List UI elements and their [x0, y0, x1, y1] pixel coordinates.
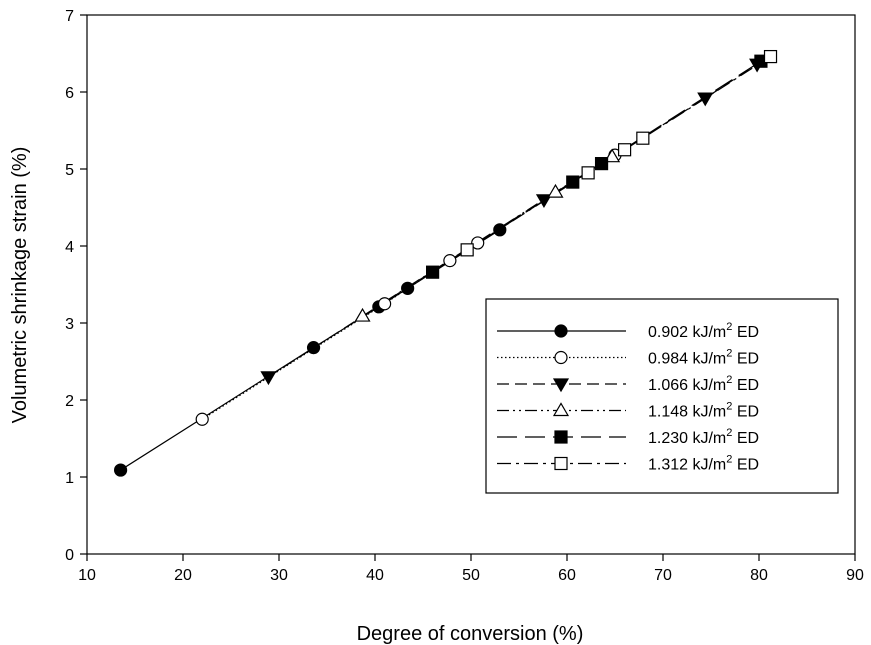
legend-marker [554, 324, 568, 338]
x-tick-label: 60 [558, 567, 576, 584]
legend-marker [554, 350, 568, 365]
data-point-series-1 [306, 341, 321, 355]
data-point-series-4 [354, 307, 371, 322]
legend-item-2: 0.984 kJ/m2 ED [497, 348, 759, 368]
data-point-series-2 [443, 254, 457, 268]
legend-label: 1.148 kJ/m2 ED [648, 401, 759, 421]
legend-marker [554, 430, 568, 444]
data-point-series-2 [195, 412, 209, 426]
data-point-series-1 [401, 281, 415, 295]
legend-item-5: 1.230 kJ/m2 ED [497, 427, 759, 447]
y-tick-label: 4 [65, 239, 74, 256]
x-tick-label: 20 [174, 567, 192, 584]
y-axis: 0 1 2 3 4 5 6 7 [65, 8, 87, 564]
x-tick-label: 70 [654, 567, 672, 584]
x-axis-title: Degree of conversion (%) [357, 623, 584, 645]
x-tick-label: 50 [462, 567, 480, 584]
data-point-series-2 [471, 236, 485, 250]
legend-label: 1.066 kJ/m2 ED [648, 374, 759, 394]
data-point-series-1 [493, 223, 507, 237]
y-tick-label: 1 [65, 470, 74, 487]
legend-label: 1.230 kJ/m2 ED [648, 427, 759, 447]
x-tick-label: 30 [270, 567, 288, 584]
data-point-series-6 [581, 166, 595, 180]
legend-marker [552, 378, 570, 393]
data-point-series-3 [535, 194, 553, 208]
data-point-series-5 [594, 157, 609, 171]
data-point-series-6 [763, 49, 778, 64]
y-tick-label: 3 [65, 316, 74, 333]
data-point-series-6 [617, 143, 632, 157]
data-point-series-5 [566, 175, 580, 189]
x-tick-label: 40 [366, 567, 384, 584]
legend: 0.902 kJ/m2 ED 0.984 kJ/m2 ED 1.066 kJ/m2 … [485, 298, 839, 494]
x-tick-label: 10 [78, 567, 96, 584]
legend-marker [554, 456, 568, 471]
x-tick-label: 90 [846, 567, 864, 584]
legend-marker [552, 402, 570, 417]
y-tick-label: 6 [65, 85, 74, 102]
legend-label: 0.902 kJ/m2 ED [648, 321, 759, 341]
x-tick-label: 80 [750, 567, 768, 584]
data-point-series-3 [260, 371, 277, 386]
data-point-series-6 [460, 243, 474, 257]
data-point-series-2 [378, 297, 392, 311]
y-tick-label: 5 [65, 162, 74, 179]
data-point-series-3 [697, 92, 714, 107]
legend-item-6: 1.312 kJ/m2 ED [497, 454, 759, 474]
y-tick-label: 7 [65, 8, 74, 25]
legend-label: 1.312 kJ/m2 ED [648, 454, 759, 474]
legend-item-3: 1.066 kJ/m2 ED [497, 374, 759, 394]
data-point-series-4 [604, 148, 621, 163]
y-axis-title: Volumetric shrinkage strain (%) [9, 147, 31, 424]
data-point-series-1 [113, 463, 128, 477]
legend-label: 0.984 kJ/m2 ED [648, 348, 759, 368]
y-tick-label: 0 [65, 547, 74, 564]
legend-item-4: 1.148 kJ/m2 ED [497, 401, 759, 421]
data-point-series-6 [636, 131, 650, 145]
legend-item-1: 0.902 kJ/m2 ED [497, 321, 759, 341]
y-tick-label: 2 [65, 393, 74, 410]
data-point-series-4 [547, 183, 564, 198]
x-axis: 10 20 30 40 50 60 70 80 90 [78, 554, 864, 584]
series-markers [113, 49, 778, 477]
data-point-series-5 [426, 265, 440, 279]
